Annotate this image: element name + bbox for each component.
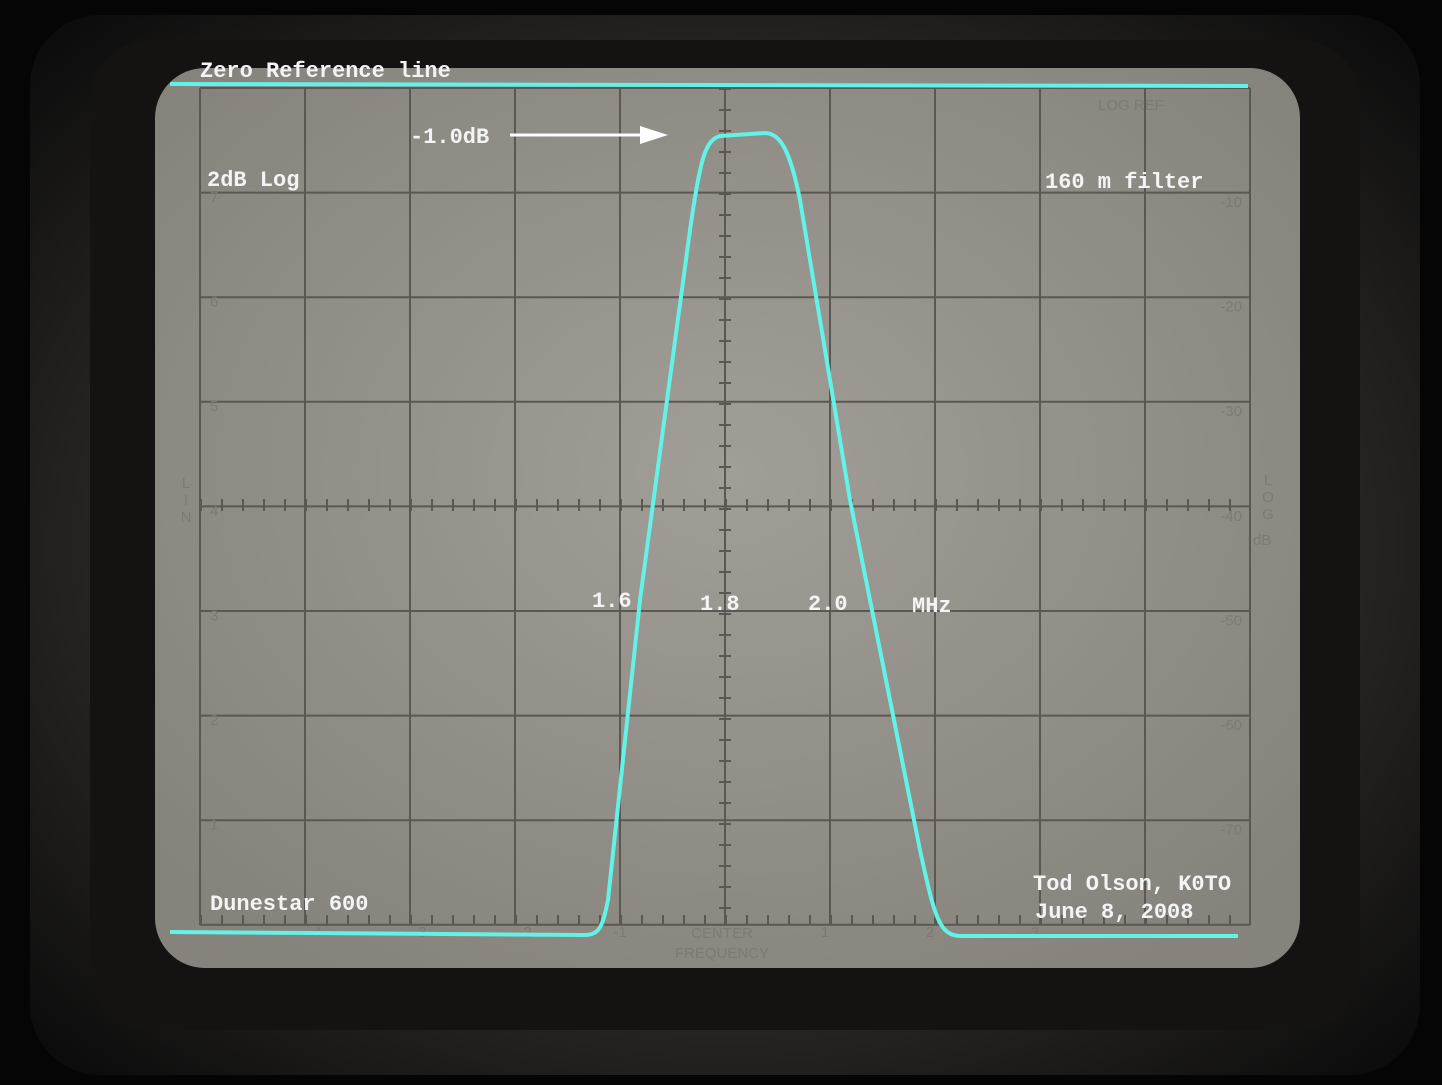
log-scale-label: -70 bbox=[1220, 822, 1242, 839]
log-scale-label: -30 bbox=[1220, 403, 1242, 420]
scale-label: 2dB Log bbox=[207, 168, 299, 193]
log-scale-label: -60 bbox=[1220, 717, 1242, 734]
log-scale-label: -50 bbox=[1220, 612, 1242, 629]
offset-label: -2 bbox=[518, 924, 531, 941]
screen bbox=[155, 68, 1300, 968]
lin-scale-label: 4 bbox=[210, 503, 218, 520]
scope-photo: 7654321-10-20-30-40-50-60-70-4-3-2-1123L… bbox=[0, 0, 1442, 1085]
lin-scale-label: 6 bbox=[210, 294, 218, 311]
log-ref-label: LOG REF bbox=[1098, 97, 1164, 114]
filter-label: 160 m filter bbox=[1045, 170, 1203, 195]
log-scale-label: -10 bbox=[1220, 194, 1242, 211]
log-scale-label: -40 bbox=[1220, 508, 1242, 525]
lin-scale-label: 1 bbox=[210, 817, 218, 834]
marker-label: -1.0dB bbox=[410, 125, 489, 150]
page: 7654321-10-20-30-40-50-60-70-4-3-2-1123L… bbox=[0, 0, 1442, 1085]
frequency-label: 1.6 bbox=[592, 589, 632, 614]
frequency-label: 1.8 bbox=[700, 592, 740, 617]
log-unit-label: dB bbox=[1253, 532, 1271, 549]
log-axis-label: LOG bbox=[1260, 472, 1277, 523]
offset-label: 2 bbox=[926, 924, 934, 941]
lin-scale-label: 3 bbox=[210, 607, 218, 624]
offset-label: 1 bbox=[821, 924, 829, 941]
offset-label: -1 bbox=[613, 924, 626, 941]
lin-scale-label: 5 bbox=[210, 398, 218, 415]
frequency-axis-label: FREQUENCY bbox=[675, 945, 769, 962]
log-scale-label: -20 bbox=[1220, 299, 1242, 316]
offset-label: 3 bbox=[1031, 924, 1039, 941]
center-label: CENTER bbox=[691, 925, 753, 942]
frequency-label: 2.0 bbox=[808, 592, 848, 617]
zero-reference-line bbox=[170, 84, 1248, 86]
date-label: June 8, 2008 bbox=[1035, 900, 1193, 925]
lin-axis-label: LIN bbox=[178, 475, 195, 526]
zero-reference-label: Zero Reference line bbox=[200, 59, 451, 84]
device-label: Dunestar 600 bbox=[210, 892, 368, 917]
lin-scale-label: 2 bbox=[210, 712, 218, 729]
frequency-label: MHz bbox=[912, 594, 952, 619]
author-label: Tod Olson, K0TO bbox=[1033, 872, 1231, 897]
